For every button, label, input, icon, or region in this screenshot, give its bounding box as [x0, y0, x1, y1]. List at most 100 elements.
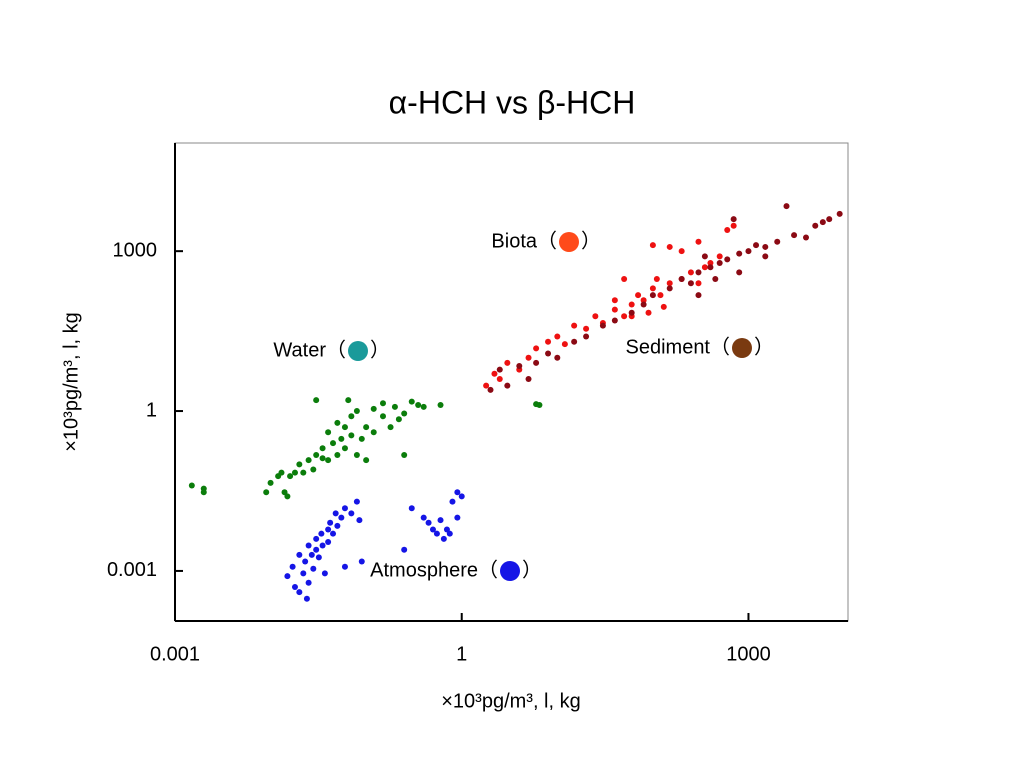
- point: [278, 469, 285, 476]
- point: [449, 498, 456, 505]
- legend-marker: [732, 338, 752, 358]
- point: [812, 222, 819, 229]
- legend-paren: （: [710, 335, 730, 358]
- point: [425, 519, 432, 526]
- point: [561, 341, 568, 348]
- point: [695, 292, 702, 299]
- point: [353, 451, 360, 458]
- point: [391, 403, 398, 410]
- point: [454, 514, 461, 521]
- point: [533, 345, 540, 352]
- point: [291, 583, 298, 590]
- point: [305, 579, 312, 586]
- point: [621, 276, 628, 283]
- point: [487, 386, 494, 393]
- point: [762, 253, 769, 260]
- point: [491, 370, 498, 377]
- point: [695, 269, 702, 276]
- point: [341, 424, 348, 431]
- point: [319, 445, 326, 452]
- point: [660, 303, 667, 310]
- point: [712, 276, 719, 283]
- point: [649, 242, 656, 249]
- point: [348, 413, 355, 420]
- point: [334, 522, 341, 529]
- point: [791, 232, 798, 239]
- point: [348, 510, 355, 517]
- point: [753, 242, 760, 249]
- point: [443, 526, 450, 533]
- point: [325, 457, 332, 464]
- point: [310, 466, 317, 473]
- point: [483, 382, 490, 389]
- point: [716, 259, 723, 266]
- point: [666, 280, 673, 287]
- point: [496, 375, 503, 382]
- point: [583, 325, 590, 332]
- point: [325, 526, 332, 533]
- point: [395, 416, 402, 423]
- point: [640, 301, 647, 308]
- point: [707, 264, 714, 271]
- point: [678, 248, 685, 255]
- point: [401, 451, 408, 458]
- point: [701, 253, 708, 260]
- point: [325, 429, 332, 436]
- point: [571, 338, 578, 345]
- legend-paren: ）: [522, 558, 542, 581]
- point: [666, 243, 673, 250]
- point: [836, 210, 843, 217]
- point: [707, 259, 714, 266]
- point: [319, 455, 326, 462]
- point: [649, 285, 656, 292]
- point: [305, 542, 312, 549]
- point: [687, 280, 694, 287]
- point: [401, 410, 408, 417]
- point: [353, 408, 360, 415]
- point: [284, 573, 291, 580]
- legend-label: Sediment: [626, 336, 711, 358]
- point: [545, 350, 552, 357]
- point: [313, 535, 320, 542]
- point: [281, 489, 288, 496]
- plot-frame: [174, 142, 849, 622]
- point: [666, 285, 673, 292]
- point: [429, 526, 436, 533]
- point: [611, 306, 618, 313]
- point: [363, 457, 370, 464]
- point: [345, 397, 352, 404]
- point: [291, 469, 298, 476]
- point: [296, 461, 303, 468]
- point: [330, 530, 337, 537]
- point: [649, 292, 656, 299]
- point: [303, 595, 310, 602]
- point: [356, 517, 363, 524]
- point: [296, 551, 303, 558]
- point: [338, 435, 345, 442]
- point: [621, 313, 628, 320]
- point: [437, 401, 444, 408]
- point: [358, 435, 365, 442]
- y-tick-label: 1: [146, 399, 157, 421]
- point: [327, 519, 334, 526]
- point: [300, 469, 307, 476]
- y-tick-label: 0.001: [107, 559, 157, 581]
- legend-marker: [559, 232, 579, 252]
- legend-marker: [348, 341, 368, 361]
- point: [446, 530, 453, 537]
- point: [370, 429, 377, 436]
- legend-paren: ）: [754, 335, 774, 358]
- point: [348, 432, 355, 439]
- chart-title: α-HCH vs β-HCH: [389, 84, 636, 120]
- point: [305, 457, 312, 464]
- point: [458, 493, 465, 500]
- point: [645, 309, 652, 316]
- point: [420, 403, 427, 410]
- point: [611, 297, 618, 304]
- point: [525, 354, 532, 361]
- legend-paren: （: [478, 558, 498, 581]
- y-tick-label: 1000: [113, 239, 158, 261]
- point: [408, 505, 415, 512]
- point: [313, 546, 320, 553]
- point: [433, 530, 440, 537]
